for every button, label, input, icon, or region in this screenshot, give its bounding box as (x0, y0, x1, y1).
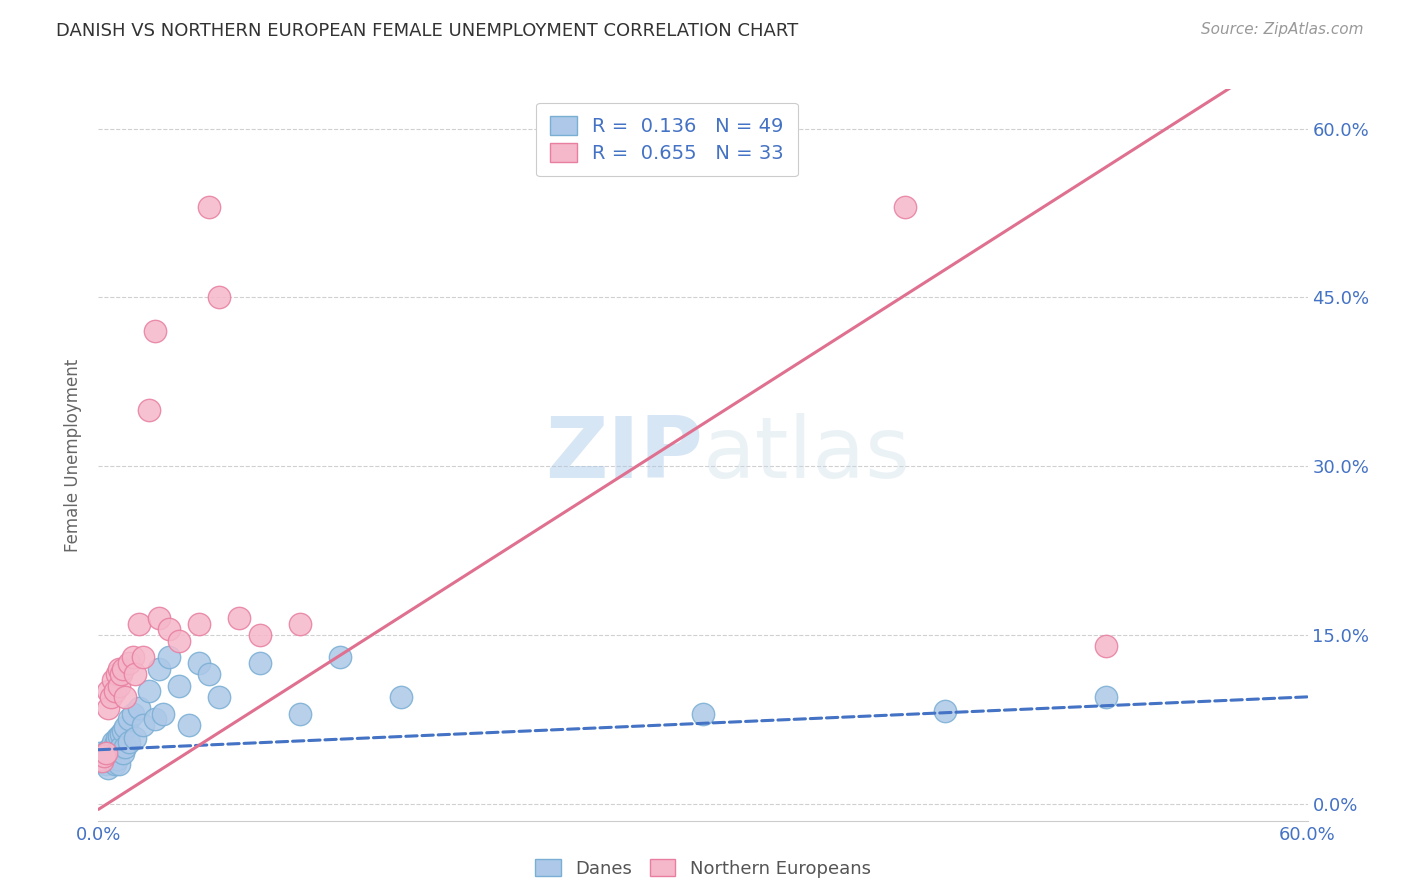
Point (93, 754, 115, 768)
Point (1095, 690, 1118, 704)
Point (103, 684, 125, 698)
Point (121, 706, 143, 721)
Point (105, 752, 128, 766)
Point (107, 743, 129, 757)
Point (167, 633, 190, 648)
Point (91, 754, 114, 768)
Point (329, 650, 352, 665)
Point (128, 701, 150, 715)
Point (167, 679, 190, 693)
Point (893, 200, 915, 214)
Point (89, 746, 111, 760)
Point (138, 684, 160, 698)
Point (114, 720, 136, 734)
Point (157, 650, 180, 665)
Point (179, 718, 201, 732)
Point (118, 735, 141, 749)
Point (132, 718, 155, 732)
Point (101, 754, 124, 768)
Point (124, 731, 146, 746)
Point (148, 662, 170, 676)
Point (934, 705, 956, 719)
Point (100, 749, 122, 764)
Point (118, 656, 141, 670)
Point (121, 650, 143, 665)
Point (93, 749, 115, 764)
Point (96, 749, 118, 764)
Point (208, 290, 231, 304)
Point (249, 656, 271, 670)
Point (124, 667, 146, 681)
Point (152, 706, 174, 721)
Point (100, 740, 122, 755)
Point (111, 746, 134, 760)
Point (389, 690, 412, 704)
Point (148, 611, 170, 625)
Point (118, 712, 141, 726)
Point (110, 667, 132, 681)
Text: atlas: atlas (703, 413, 911, 497)
Point (105, 731, 128, 746)
Point (103, 746, 125, 760)
Point (138, 403, 160, 417)
Point (114, 740, 136, 755)
Legend: Danes, Northern Europeans: Danes, Northern Europeans (529, 852, 877, 885)
Y-axis label: Female Unemployment: Female Unemployment (65, 359, 83, 551)
Point (107, 757, 129, 772)
Point (96, 746, 118, 760)
Point (107, 679, 129, 693)
Text: DANISH VS NORTHERN EUROPEAN FEMALE UNEMPLOYMENT CORRELATION CHART: DANISH VS NORTHERN EUROPEAN FEMALE UNEMP… (56, 22, 799, 40)
Point (188, 616, 211, 631)
Point (97, 743, 120, 757)
Point (101, 735, 124, 749)
Point (97, 761, 120, 775)
Point (128, 616, 150, 631)
Point (103, 757, 125, 772)
Point (97, 754, 120, 768)
Point (228, 611, 250, 625)
Text: ZIP: ZIP (546, 413, 703, 497)
Point (111, 723, 134, 738)
Point (110, 727, 132, 741)
Point (111, 662, 134, 676)
Point (96, 757, 118, 772)
Point (143, 324, 166, 338)
Point (101, 673, 124, 687)
Point (103, 738, 125, 752)
Point (97, 684, 120, 698)
Point (198, 200, 221, 214)
Point (1095, 639, 1118, 653)
Point (288, 706, 311, 721)
Point (107, 729, 129, 743)
Point (692, 706, 714, 721)
Point (198, 667, 221, 681)
Point (89, 752, 111, 766)
Text: Source: ZipAtlas.com: Source: ZipAtlas.com (1201, 22, 1364, 37)
Point (114, 690, 136, 704)
Point (249, 628, 271, 642)
Point (143, 712, 166, 726)
Point (132, 650, 155, 665)
Point (188, 656, 211, 670)
Point (97, 701, 120, 715)
Point (91, 752, 114, 766)
Point (208, 690, 231, 704)
Point (110, 740, 132, 755)
Point (107, 662, 129, 676)
Point (157, 623, 180, 637)
Point (105, 667, 128, 681)
Point (100, 690, 122, 704)
Point (288, 616, 311, 631)
